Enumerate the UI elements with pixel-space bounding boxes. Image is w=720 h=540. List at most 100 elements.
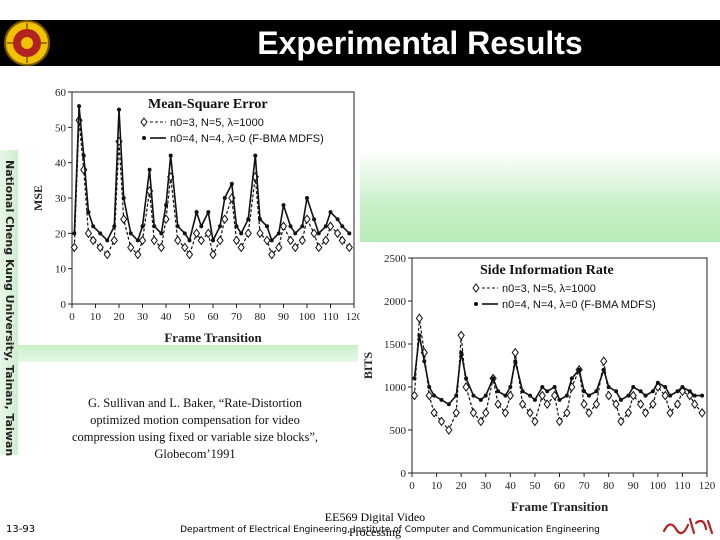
data-point — [496, 389, 501, 394]
x-tick-label: 60 — [208, 311, 220, 323]
data-point — [268, 249, 276, 260]
sidebar-vertical-label: National Cheng Kung University, Tainan, … — [2, 160, 16, 456]
x-tick-label: 50 — [529, 480, 541, 492]
x-tick-label: 10 — [431, 480, 443, 492]
data-point — [519, 399, 527, 410]
chart-title: Side Information Rate — [480, 263, 614, 278]
data-point — [663, 385, 668, 389]
x-tick-label: 100 — [650, 480, 667, 492]
data-point — [222, 196, 227, 200]
data-point — [128, 231, 133, 236]
data-point — [237, 242, 245, 253]
data-point — [469, 407, 478, 418]
data-point — [81, 153, 86, 158]
university-seal-icon — [4, 20, 50, 66]
data-point — [508, 385, 513, 389]
data-point — [412, 376, 417, 381]
data-point — [322, 235, 330, 246]
data-point — [312, 217, 317, 222]
data-point — [687, 389, 692, 394]
data-point — [459, 350, 464, 355]
data-point — [338, 235, 346, 246]
data-point — [454, 393, 459, 398]
x-tick-label: 40 — [161, 311, 173, 323]
data-point — [275, 242, 283, 253]
data-point — [117, 107, 121, 112]
data-point — [655, 380, 660, 385]
data-point — [543, 399, 551, 410]
data-point — [265, 224, 270, 229]
data-point — [340, 224, 345, 229]
data-point — [199, 224, 204, 229]
y-tick-label: 1500 — [384, 339, 407, 351]
x-tick-label: 120 — [699, 480, 715, 492]
data-point — [286, 235, 295, 246]
data-point — [531, 416, 539, 427]
x-axis-label: Frame Transition — [164, 330, 262, 345]
legend-marker — [142, 136, 146, 140]
page-number: 13-93 — [6, 524, 36, 535]
data-point — [197, 235, 205, 246]
y-tick-label: 0 — [401, 468, 407, 480]
data-point — [577, 367, 582, 372]
data-point — [410, 390, 419, 401]
x-tick-label: 60 — [554, 480, 566, 492]
data-point — [626, 393, 631, 398]
y-axis-label: BITS — [361, 352, 375, 380]
data-point — [135, 238, 140, 243]
data-point — [452, 407, 460, 418]
data-point — [164, 203, 168, 208]
data-point — [698, 407, 706, 418]
data-point — [86, 210, 91, 215]
data-point — [605, 390, 613, 401]
x-tick-label: 0 — [409, 480, 415, 492]
data-point — [650, 389, 655, 394]
x-tick-label: 90 — [628, 480, 640, 492]
data-point — [244, 228, 252, 239]
data-point — [121, 196, 126, 200]
data-point — [147, 167, 152, 172]
calligraphy-seal-icon — [662, 517, 714, 535]
x-axis-label: Frame Transition — [511, 499, 609, 514]
data-point — [462, 382, 470, 392]
data-point — [564, 393, 569, 398]
x-tick-label: 80 — [603, 480, 615, 492]
data-point — [538, 390, 546, 401]
x-tick-label: 110 — [322, 311, 339, 323]
data-point — [127, 242, 135, 253]
x-tick-label: 50 — [184, 311, 196, 323]
data-point — [673, 399, 682, 410]
data-point — [323, 224, 328, 229]
data-point — [691, 399, 699, 410]
data-point — [174, 235, 182, 246]
data-point — [157, 242, 165, 253]
data-point — [181, 242, 189, 253]
data-point — [478, 397, 483, 402]
data-point — [430, 407, 438, 418]
data-point — [182, 231, 187, 236]
data-point — [513, 359, 518, 364]
legend-marker — [474, 302, 478, 306]
data-point — [298, 235, 306, 246]
y-tick-label: 500 — [390, 425, 407, 437]
data-point — [112, 224, 117, 229]
y-axis-label: MSE — [31, 185, 45, 211]
page-title: Experimental Results — [257, 25, 583, 61]
data-point — [482, 407, 490, 418]
department-name: Department of Electrical Engineering, In… — [180, 525, 600, 535]
data-point — [491, 376, 496, 381]
data-point — [587, 393, 591, 398]
data-point — [96, 242, 104, 253]
decorative-gradient-mid — [18, 345, 358, 362]
data-point — [204, 228, 212, 239]
data-point — [192, 228, 201, 239]
data-point — [316, 231, 321, 236]
y-tick-label: 30 — [55, 193, 67, 205]
data-point — [606, 385, 611, 389]
data-point — [641, 407, 650, 418]
data-point — [580, 399, 588, 410]
data-point — [84, 228, 93, 239]
data-point — [315, 242, 323, 253]
data-point — [649, 399, 657, 410]
data-point — [614, 389, 619, 394]
